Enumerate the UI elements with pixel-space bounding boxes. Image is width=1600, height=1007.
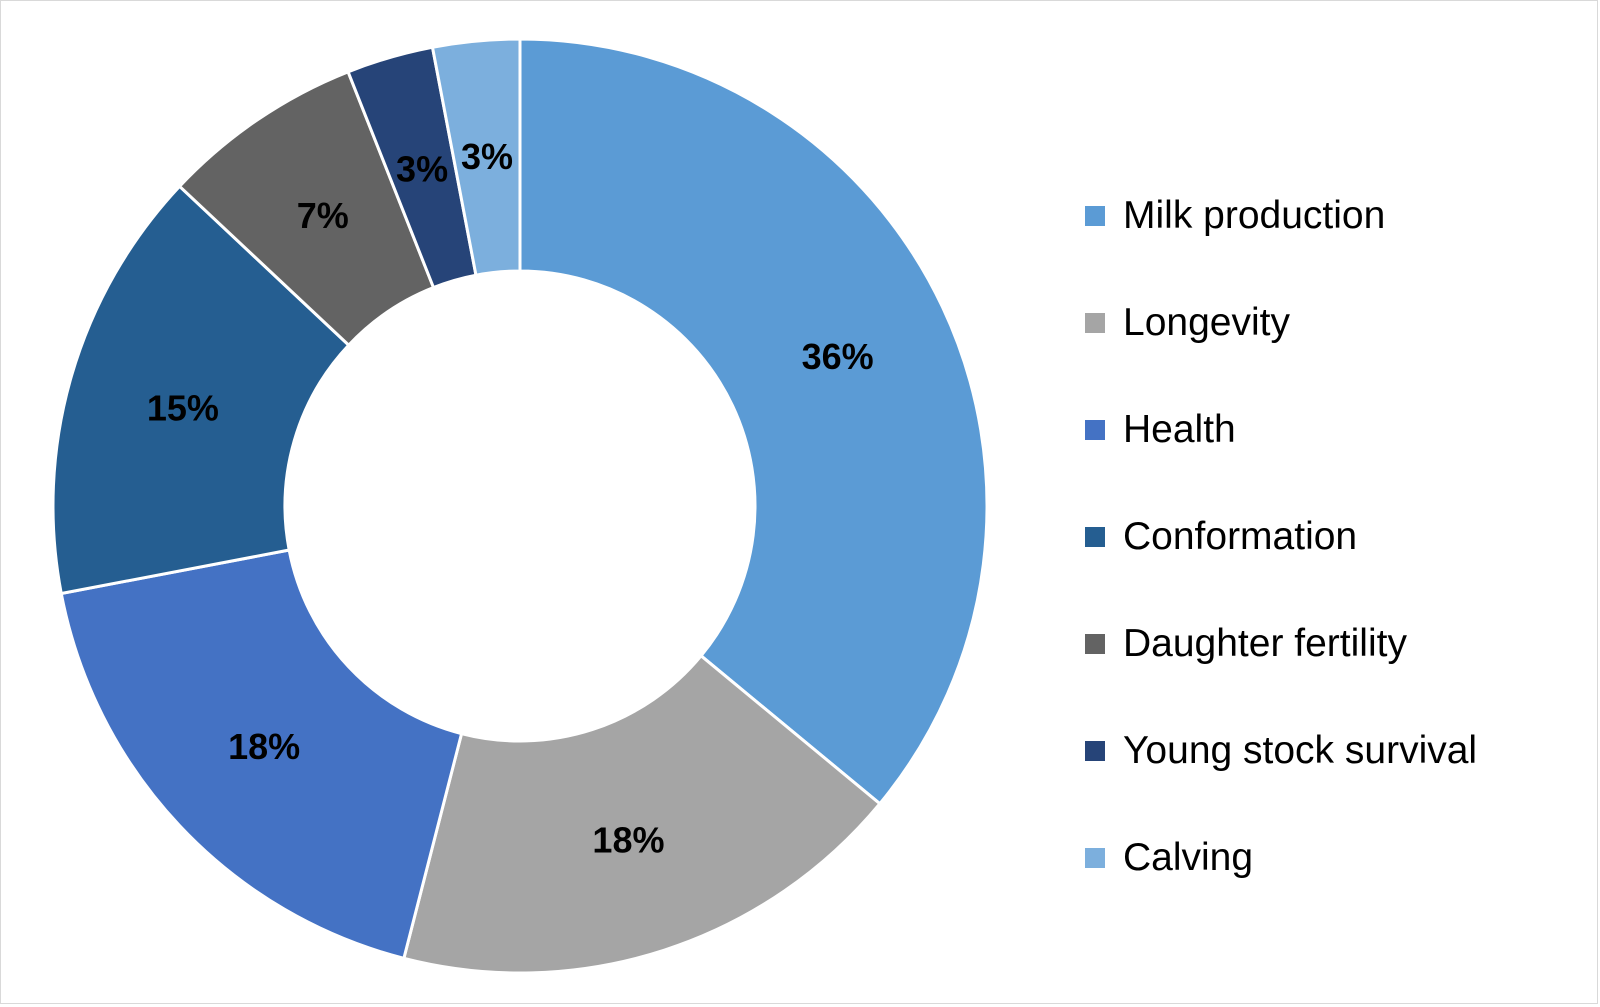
slice-data-label: 18%: [228, 726, 300, 767]
legend-label: Health: [1123, 407, 1236, 451]
legend-swatch: [1085, 419, 1105, 440]
slice-data-label: 3%: [396, 148, 448, 189]
legend-label: Calving: [1123, 835, 1254, 879]
donut-slice-conformation: [51, 184, 351, 596]
donut-slice-longevity: [402, 653, 882, 975]
legend-swatch: [1085, 205, 1105, 226]
slice-data-label: 18%: [592, 819, 664, 860]
legend-label: Milk production: [1123, 193, 1386, 237]
legend-swatch: [1085, 847, 1105, 868]
legend-swatch: [1085, 312, 1105, 333]
legend-item: Milk production: [1085, 162, 1585, 269]
donut-slice-calving: [430, 37, 522, 277]
legend-item: Daughter fertility: [1085, 590, 1585, 697]
legend-swatch: [1085, 526, 1105, 547]
legend-item: Calving: [1085, 804, 1585, 911]
legend-item: Longevity: [1085, 269, 1585, 376]
legend-item: Conformation: [1085, 483, 1585, 590]
slice-data-label: 36%: [802, 336, 874, 377]
slice-data-label: 7%: [297, 195, 349, 236]
donut-slice-milk-production: [518, 37, 989, 806]
slice-data-label: 3%: [461, 136, 513, 177]
legend-item: Health: [1085, 376, 1585, 483]
legend-label: Daughter fertility: [1123, 621, 1407, 665]
legend-label: Conformation: [1123, 514, 1358, 558]
slice-data-label: 15%: [147, 388, 219, 429]
legend-swatch: [1085, 740, 1105, 761]
legend-label: Longevity: [1123, 300, 1290, 344]
legend-swatch: [1085, 633, 1105, 654]
legend-item: Young stock survival: [1085, 697, 1585, 804]
legend-label: Young stock survival: [1123, 728, 1478, 772]
legend: Milk production Longevity Health Conformati…: [1085, 162, 1585, 911]
donut-slice-health: [59, 548, 464, 961]
